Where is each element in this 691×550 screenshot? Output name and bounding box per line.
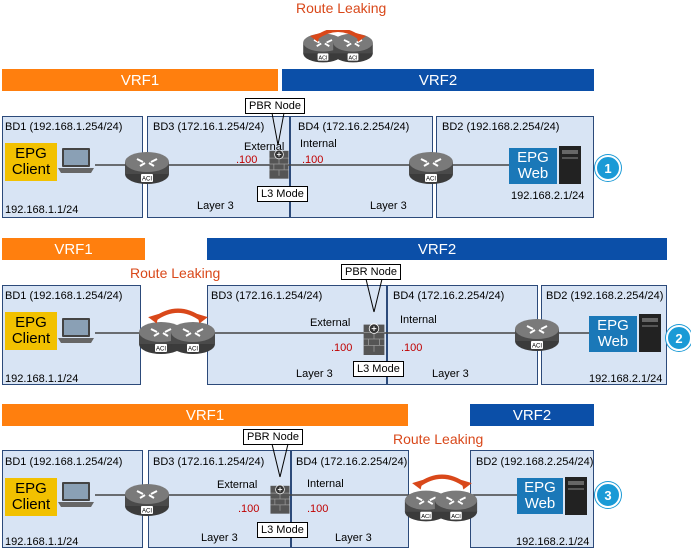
vrf2-bar: VRF2 bbox=[470, 404, 594, 426]
external-label: External bbox=[244, 141, 285, 153]
epg-web: EPG Web bbox=[517, 478, 563, 514]
epg-web: EPG Web bbox=[509, 148, 557, 184]
bd4-label: BD4 (172.16.2.254/24) bbox=[393, 290, 505, 302]
bd1-label: BD1 (192.168.1.254/24) bbox=[5, 121, 123, 133]
layer3-right: Layer 3 bbox=[432, 368, 469, 380]
bd3-label: BD3 (172.16.1.254/24) bbox=[153, 121, 265, 133]
route-leaking-label: Route Leaking bbox=[393, 431, 484, 447]
vrf2-bar: VRF2 bbox=[282, 69, 594, 91]
router-icon bbox=[124, 151, 170, 185]
pbr-node-label: PBR Node bbox=[245, 98, 305, 114]
route-leaking-routers-icon bbox=[403, 470, 479, 523]
client-ip: 192.168.1.1/24 bbox=[5, 536, 79, 548]
router-icon bbox=[514, 318, 560, 352]
diagram-3-badge: 3 bbox=[595, 482, 621, 508]
l3-mode-label: L3 Mode bbox=[353, 361, 404, 377]
route-leaking-label: Route Leaking bbox=[130, 265, 221, 281]
web-ip: 192.168.2.1/24 bbox=[511, 190, 585, 202]
pbr-node-label: PBR Node bbox=[243, 429, 303, 445]
epg-client: EPG Client bbox=[5, 312, 57, 350]
epg-client: EPG Client bbox=[5, 478, 57, 516]
bd4-box bbox=[387, 285, 538, 385]
l3-mode-label: L3 Mode bbox=[257, 186, 308, 202]
bd3-box bbox=[207, 285, 387, 385]
route-leaking-routers-icon bbox=[302, 30, 374, 64]
layer3-left: Layer 3 bbox=[296, 368, 333, 380]
external-ip: .100 bbox=[331, 342, 353, 354]
layer3-left: Layer 3 bbox=[197, 200, 234, 212]
epg-web: EPG Web bbox=[589, 316, 637, 352]
bd3-label: BD3 (172.16.1.254/24) bbox=[153, 456, 265, 468]
layer3-right: Layer 3 bbox=[335, 532, 372, 544]
bd1-label: BD1 (192.168.1.254/24) bbox=[5, 456, 123, 468]
bd3-label: BD3 (172.16.1.254/24) bbox=[211, 290, 323, 302]
vrf1-bar: VRF1 bbox=[2, 404, 408, 426]
web-ip: 192.168.2.1/24 bbox=[516, 536, 590, 548]
client-ip: 192.168.1.1/24 bbox=[5, 204, 79, 216]
l3-mode-label: L3 Mode bbox=[257, 522, 308, 538]
bd4-label: BD4 (172.16.2.254/24) bbox=[298, 121, 410, 133]
epg-client: EPG Client bbox=[5, 143, 57, 181]
internal-ip: .100 bbox=[401, 342, 423, 354]
router-icon bbox=[408, 151, 454, 185]
external-ip: .100 bbox=[236, 154, 258, 166]
bd4-box bbox=[291, 450, 409, 548]
pbr-node-label: PBR Node bbox=[341, 264, 401, 280]
external-label: External bbox=[310, 317, 351, 329]
diagram-2-badge: 2 bbox=[666, 325, 691, 351]
bd2-label: BD2 (192.168.2.254/24) bbox=[476, 456, 594, 468]
internal-label: Internal bbox=[400, 314, 437, 326]
bd2-label: BD2 (192.168.2.254/24) bbox=[442, 121, 560, 133]
internal-label: Internal bbox=[307, 478, 344, 490]
external-ip: .100 bbox=[238, 503, 260, 515]
firewall-icon bbox=[363, 323, 385, 356]
laptop-icon bbox=[58, 482, 94, 507]
laptop-icon bbox=[58, 318, 94, 343]
client-ip: 192.168.1.1/24 bbox=[5, 373, 79, 385]
vrf1-bar: VRF1 bbox=[2, 69, 278, 91]
route-leaking-label: Route Leaking bbox=[296, 0, 387, 16]
external-label: External bbox=[217, 479, 258, 491]
laptop-icon bbox=[58, 148, 94, 173]
server-icon bbox=[559, 146, 581, 184]
bd2-label: BD2 (192.168.2.254/24) bbox=[546, 290, 664, 302]
diagram-1-badge: 1 bbox=[595, 155, 621, 181]
route-leaking-routers-icon bbox=[138, 304, 216, 355]
bd1-label: BD1 (192.168.1.254/24) bbox=[5, 290, 123, 302]
layer3-left: Layer 3 bbox=[201, 532, 238, 544]
vrf2-bar: VRF2 bbox=[207, 238, 667, 260]
layer3-right: Layer 3 bbox=[370, 200, 407, 212]
bd4-label: BD4 (172.16.2.254/24) bbox=[296, 456, 408, 468]
web-ip: 192.168.2.1/24 bbox=[589, 373, 663, 385]
vrf1-bar: VRF1 bbox=[2, 238, 145, 260]
internal-ip: .100 bbox=[307, 503, 329, 515]
internal-label: Internal bbox=[300, 138, 337, 150]
firewall-icon bbox=[269, 484, 291, 515]
server-icon bbox=[639, 314, 661, 352]
server-icon bbox=[565, 477, 587, 515]
router-icon bbox=[124, 483, 170, 517]
internal-ip: .100 bbox=[302, 154, 324, 166]
firewall-icon bbox=[268, 149, 290, 180]
